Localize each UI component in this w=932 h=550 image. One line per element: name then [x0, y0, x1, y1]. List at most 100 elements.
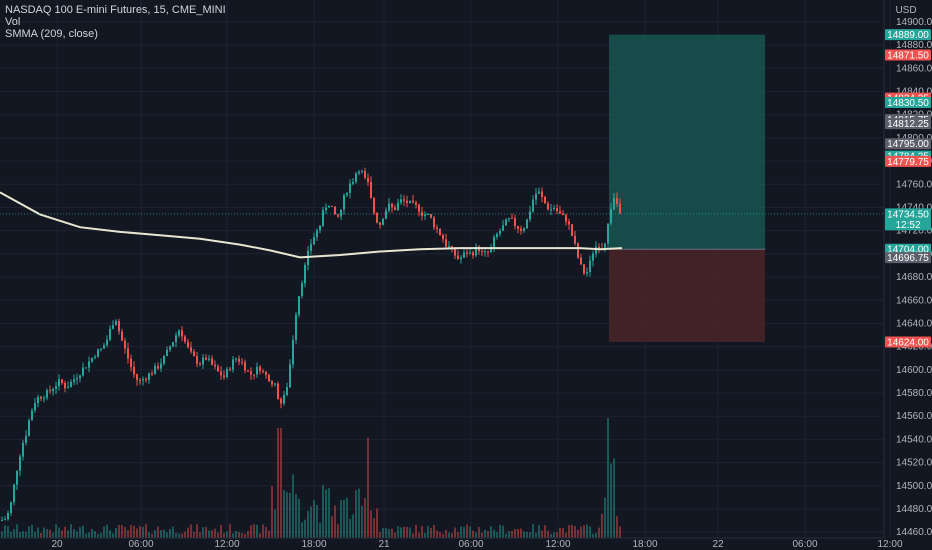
candle-body — [277, 383, 279, 399]
candle-body — [487, 251, 489, 253]
volume-bar — [505, 533, 507, 538]
volume-bar — [469, 526, 471, 538]
candle-body — [325, 207, 327, 211]
time-tick: 21 — [378, 539, 390, 550]
volume-bar — [607, 418, 609, 538]
candle-body — [217, 366, 219, 372]
legend-vol[interactable]: Vol — [5, 16, 21, 28]
volume-bar — [109, 530, 111, 538]
volume-bar — [247, 530, 249, 538]
volume-bar — [76, 531, 78, 538]
volume-bar — [556, 532, 558, 538]
volume-bar — [613, 458, 615, 538]
volume-bar — [364, 497, 366, 538]
volume-bar — [265, 526, 267, 538]
volume-bar — [169, 528, 171, 538]
volume-bar — [475, 532, 477, 538]
volume-bar — [145, 524, 147, 538]
price-tick: 14580.00 — [896, 388, 932, 399]
candle-body — [259, 366, 261, 371]
volume-bar — [292, 474, 294, 538]
candle-body — [439, 228, 441, 236]
position-zones[interactable] — [609, 34, 765, 343]
price-tick: 14500.00 — [896, 481, 932, 492]
volume-bar — [148, 532, 150, 538]
candle-body — [592, 253, 594, 261]
volume-bar — [349, 518, 351, 538]
volume-bar — [196, 524, 198, 538]
candle-body — [274, 383, 276, 385]
volume-bar — [157, 526, 159, 538]
price-axis[interactable]: USD 14460.00 14480.00 14500.00 14520.00 14540… — [883, 0, 932, 538]
volume-bar — [424, 533, 426, 538]
volume-bar — [22, 531, 24, 538]
candle-body — [301, 283, 303, 296]
candle-body — [337, 214, 339, 217]
candle-body — [469, 252, 471, 254]
time-axis[interactable]: 20 06:00 12:00 18:00 21 06:00 12:00 18:00 22 06:0… — [0, 537, 903, 550]
candle-body — [70, 381, 72, 387]
volume-bar — [604, 497, 606, 538]
candle-body — [286, 387, 288, 395]
candle-body — [388, 203, 390, 211]
candle-body — [52, 388, 54, 392]
candle-body — [112, 325, 114, 329]
candle-body — [283, 394, 285, 404]
volume-bar — [334, 505, 336, 538]
volume-bar — [388, 528, 390, 538]
candle-body — [361, 170, 363, 172]
price-badge — [885, 118, 931, 130]
volume-bar — [259, 533, 261, 538]
candle-body — [139, 380, 141, 382]
candle-body — [109, 328, 111, 340]
candle-body — [262, 370, 264, 372]
candle-body — [49, 390, 51, 392]
countdown-label: 12:52 — [895, 220, 920, 231]
candle-body — [196, 356, 198, 364]
volume-bar — [283, 490, 285, 538]
candle-body — [100, 348, 102, 350]
candle-body — [460, 257, 462, 259]
volume-bar — [484, 529, 486, 538]
volume-bar — [202, 526, 204, 538]
candle-body — [541, 191, 543, 197]
volume-bar — [142, 526, 144, 538]
volume-bar — [40, 533, 42, 538]
volume-bar — [25, 531, 27, 538]
candle-body — [184, 336, 186, 342]
candle-body — [382, 218, 384, 225]
volume-bar — [79, 527, 81, 538]
volume-bar — [529, 532, 531, 538]
volume-bar — [589, 526, 591, 538]
candle-body — [169, 346, 171, 350]
volume-bar — [415, 524, 417, 538]
volume-bar — [586, 524, 588, 538]
volume-bar — [394, 532, 396, 538]
candle-body — [406, 200, 408, 203]
candle-body — [175, 335, 177, 343]
candle-body — [4, 519, 6, 521]
volume-bars — [1, 418, 621, 538]
volume-bar — [16, 524, 18, 538]
candle-body — [127, 348, 129, 359]
volume-bar — [511, 530, 513, 538]
time-tick: 20 — [51, 539, 63, 550]
legend-smma[interactable]: SMMA (209, close) — [5, 28, 98, 40]
volume-bar — [28, 526, 30, 538]
volume-bar — [85, 533, 87, 538]
volume-bar — [367, 438, 369, 538]
volume-bar — [286, 492, 288, 538]
volume-bar — [241, 533, 243, 538]
legend-symbol[interactable]: NASDAQ 100 E-mini Futures, 15, CME_MINI — [5, 4, 226, 16]
volume-bar — [19, 532, 21, 538]
candle-body — [280, 398, 282, 404]
candle-body — [340, 209, 342, 217]
candle-body — [142, 379, 144, 381]
volume-bar — [301, 522, 303, 538]
price-tick: 14720.00 — [896, 226, 932, 237]
candle-body — [313, 237, 315, 245]
candle-body — [106, 339, 108, 346]
volume-bar — [154, 530, 156, 538]
volume-bar — [313, 500, 315, 538]
